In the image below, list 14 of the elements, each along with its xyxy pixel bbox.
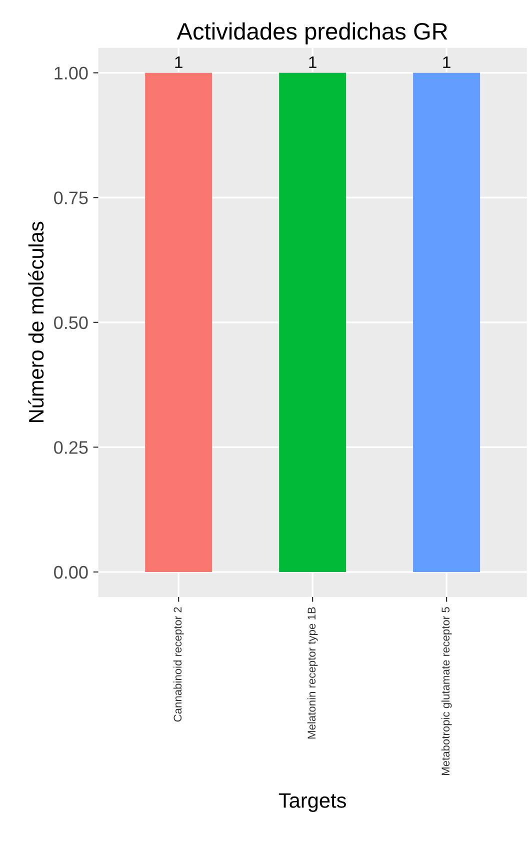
data-label: 1	[175, 56, 182, 68]
chart-title: Actividades predichas GR	[176, 22, 448, 44]
y-tick-label: 1.00	[54, 66, 88, 80]
x-tick-label: Cannabinoid receptor 2	[173, 607, 184, 722]
y-tick-label: 0.50	[54, 316, 88, 330]
data-label: 1	[309, 56, 316, 68]
data-label: 1	[443, 56, 450, 68]
y-axis-title: Número de moléculas	[28, 222, 44, 422]
y-tick-label: 0.25	[54, 441, 88, 454]
x-axis-title: Targets	[278, 793, 346, 812]
x-tick-label: Melatonin receptor type 1B	[307, 607, 318, 739]
x-tick-label: Metabotropic glutamate receptor 5	[441, 607, 452, 775]
y-tick-label: 0.00	[54, 566, 88, 579]
y-tick-label: 0.75	[54, 192, 88, 204]
